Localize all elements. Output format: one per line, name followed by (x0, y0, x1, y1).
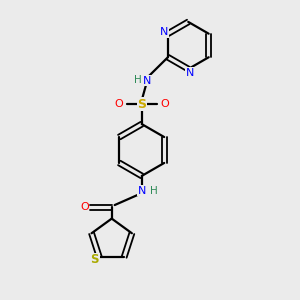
Text: S: S (91, 254, 99, 266)
Text: S: S (137, 98, 146, 111)
Text: H: H (150, 186, 158, 196)
Text: N: N (143, 76, 151, 86)
Text: N: N (160, 27, 168, 37)
Text: O: O (114, 99, 123, 110)
Text: O: O (80, 202, 89, 212)
Text: N: N (186, 68, 194, 78)
Text: O: O (160, 99, 169, 110)
Text: H: H (134, 75, 142, 85)
Text: N: N (138, 186, 146, 196)
